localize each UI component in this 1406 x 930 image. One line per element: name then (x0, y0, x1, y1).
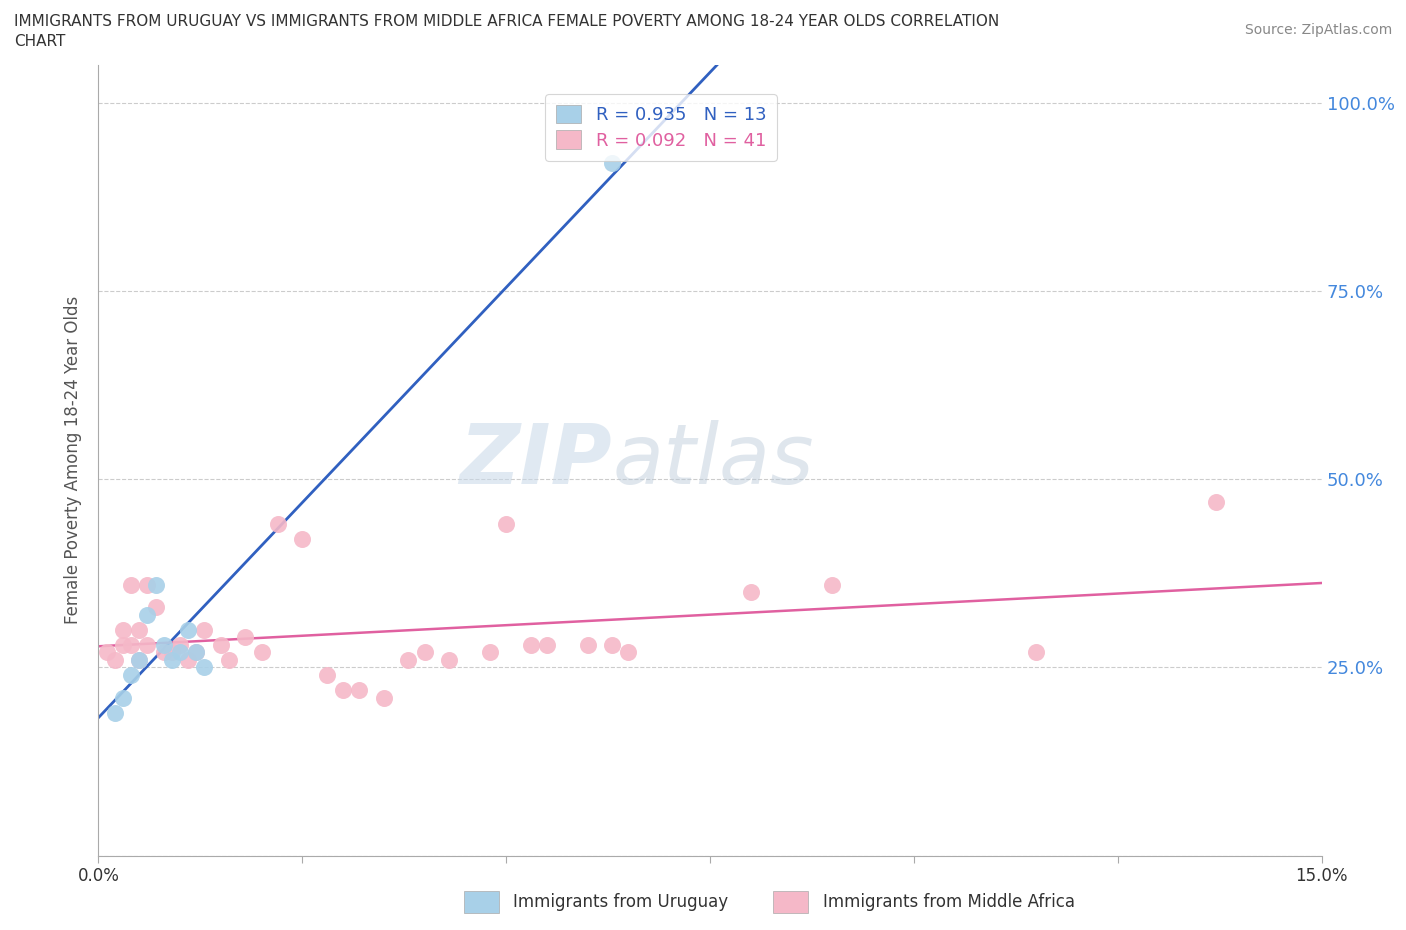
Text: ZIP: ZIP (460, 419, 612, 501)
Point (120, 578, 142, 592)
Point (396, 653, 419, 668)
Point (576, 637, 599, 652)
Point (193, 660, 215, 675)
Text: atlas: atlas (612, 419, 814, 501)
Point (600, 155, 623, 170)
Text: Immigrants from Uruguay: Immigrants from Uruguay (513, 893, 728, 911)
FancyBboxPatch shape (773, 891, 808, 913)
Y-axis label: Female Poverty Among 18-24 Year Olds: Female Poverty Among 18-24 Year Olds (65, 297, 83, 624)
Point (495, 517, 517, 532)
Point (186, 644, 208, 659)
Point (111, 690, 134, 705)
Point (128, 653, 150, 668)
Point (160, 653, 183, 668)
Text: IMMIGRANTS FROM URUGUAY VS IMMIGRANTS FROM MIDDLE AFRICA FEMALE POVERTY AMONG 18: IMMIGRANTS FROM URUGUAY VS IMMIGRANTS FR… (14, 14, 1000, 29)
Legend: R = 0.935   N = 13, R = 0.092   N = 41: R = 0.935 N = 13, R = 0.092 N = 41 (546, 94, 778, 161)
Point (145, 578, 167, 592)
Point (136, 607, 159, 622)
Point (104, 653, 127, 668)
Point (104, 705, 127, 720)
Point (600, 637, 623, 652)
Point (315, 668, 337, 683)
Point (169, 644, 191, 659)
Point (193, 622, 215, 637)
Point (1205, 495, 1227, 510)
Point (111, 622, 134, 637)
Point (332, 683, 354, 698)
Text: Immigrants from Middle Africa: Immigrants from Middle Africa (823, 893, 1074, 911)
Point (821, 578, 844, 592)
Text: CHART: CHART (14, 34, 66, 49)
Point (478, 644, 501, 659)
Point (177, 653, 200, 668)
Point (218, 653, 240, 668)
Point (136, 578, 159, 592)
Point (186, 644, 208, 659)
Point (120, 668, 142, 683)
Point (152, 644, 174, 659)
Point (437, 653, 460, 668)
Point (128, 622, 150, 637)
Point (209, 637, 232, 652)
Point (617, 644, 640, 659)
Point (136, 637, 159, 652)
FancyBboxPatch shape (464, 891, 499, 913)
Text: Source: ZipAtlas.com: Source: ZipAtlas.com (1244, 23, 1392, 37)
Point (177, 622, 200, 637)
Point (349, 683, 371, 698)
Point (373, 690, 395, 705)
Point (536, 637, 558, 652)
Point (120, 637, 142, 652)
Point (740, 585, 762, 600)
Point (145, 600, 167, 615)
Point (111, 637, 134, 652)
Point (519, 637, 541, 652)
Point (291, 532, 314, 547)
Point (413, 644, 436, 659)
Point (152, 637, 174, 652)
Point (160, 644, 183, 659)
Point (267, 517, 290, 532)
Point (169, 637, 191, 652)
Point (1025, 644, 1047, 659)
Point (96, 644, 118, 659)
Point (250, 644, 273, 659)
Point (233, 630, 256, 644)
Point (128, 653, 150, 668)
